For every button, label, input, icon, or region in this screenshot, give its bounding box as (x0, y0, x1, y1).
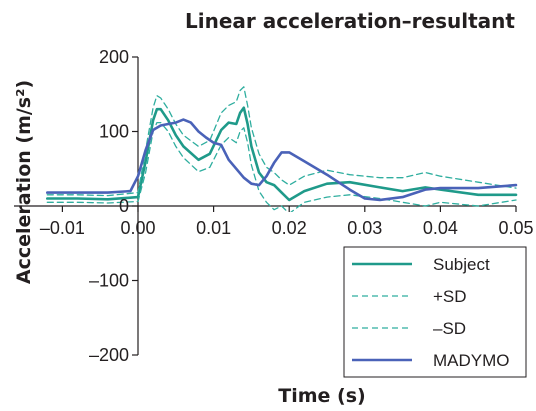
y-tick-label: –200 (89, 345, 129, 365)
tick-labels: 200 100 0 –100 –200 –0.01 0.00 0.01 0.02 0.03 0.04… (40, 47, 534, 365)
series-line-madymo (45, 118, 518, 202)
y-tick-label: –100 (89, 271, 129, 291)
x-tick-label: 0.01 (196, 218, 231, 238)
chart-title: Linear acceleration–resultant (185, 9, 515, 33)
legend: Subject +SD –SD MADYMO (343, 246, 527, 378)
x-tick-label: 0.05 (498, 218, 533, 238)
x-tick-label: 0.04 (423, 218, 458, 238)
x-tick-label: 0.00 (120, 218, 155, 238)
series-layer (45, 86, 518, 212)
x-tick-label: 0.02 (272, 218, 307, 238)
legend-box (343, 246, 527, 378)
series-line-subject (45, 106, 518, 202)
legend-label: +SD (433, 287, 467, 306)
y-tick-label: 0 (119, 196, 129, 216)
x-tick-label: –0.01 (40, 218, 85, 238)
y-tick-label: 100 (99, 122, 129, 142)
legend-label: Subject (433, 255, 490, 274)
x-tick-label: 0.03 (347, 218, 382, 238)
legend-label: –SD (433, 319, 466, 338)
legend-label: MADYMO (433, 351, 510, 370)
y-axis-label: Acceleration (m/s²) (13, 80, 35, 284)
x-axis-label: Time (s) (278, 385, 365, 407)
y-tick-label: 200 (99, 47, 129, 67)
series-line-sd (46, 121, 517, 212)
chart-axes (14, 56, 517, 356)
series-line-sd (46, 86, 517, 197)
